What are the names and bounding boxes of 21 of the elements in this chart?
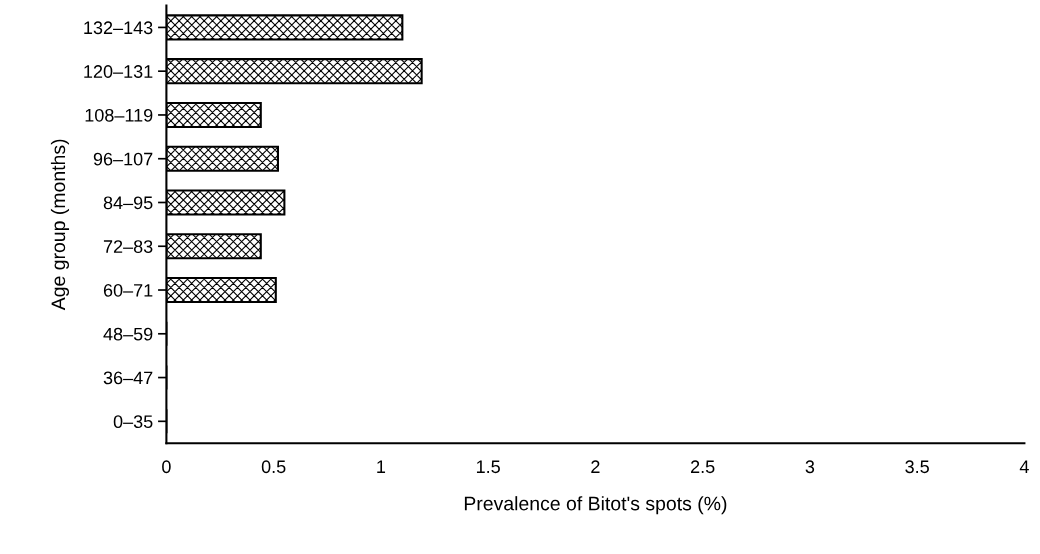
x-tick-label: 2	[591, 460, 600, 473]
y-tick-label: 48–59	[103, 327, 153, 341]
y-tick-label: 72–83	[103, 240, 153, 253]
x-axis-title: Prevalence of Bitot's spots (%)	[464, 496, 727, 515]
x-tick-label: 0	[162, 460, 171, 474]
x-tick-label: 0.5	[261, 460, 286, 474]
y-tick-label: 132–143	[84, 21, 153, 35]
y-axis-title: Age group (months)	[50, 139, 70, 311]
x-tick-label: 1	[377, 460, 386, 473]
x-tick-label: 4	[1019, 460, 1029, 473]
x-tick-label: 3.5	[905, 460, 929, 474]
y-tick-label: 0–35	[113, 415, 153, 429]
y-tick-label: 84–95	[103, 196, 153, 210]
y-tick-label: 120–131	[84, 65, 153, 78]
y-tick-label: 60–71	[103, 283, 153, 297]
x-tick-label: 2.5	[691, 460, 715, 474]
y-tick-label: 108–119	[85, 108, 153, 122]
x-tick-label: 1.5	[476, 460, 500, 474]
x-tick-label: 3	[805, 460, 815, 474]
y-tick-label: 96–107	[93, 152, 153, 166]
y-tick-label: 36–47	[103, 371, 153, 385]
